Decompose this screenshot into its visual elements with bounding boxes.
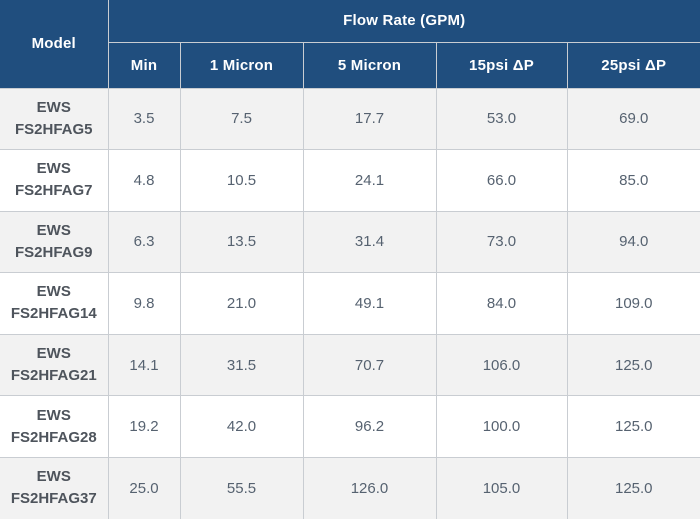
table-row: EWS FS2HFAG5 3.5 7.5 17.7 53.0 69.0	[0, 87, 700, 151]
value-min: 9.8	[107, 272, 181, 335]
value-25psi-dp: 109.0	[566, 272, 700, 335]
value-1-micron: 7.5	[179, 87, 304, 151]
model-code: FS2HFAG37	[10, 490, 97, 508]
model-code: FS2HFAG5	[14, 120, 93, 138]
model-brand: EWS	[36, 468, 71, 486]
value-min: 4.8	[107, 149, 181, 212]
model-brand: EWS	[36, 221, 71, 239]
value-15psi-dp: 66.0	[435, 149, 568, 212]
column-header-5-micron: 5 Micron	[302, 41, 437, 89]
model-brand: EWS	[36, 98, 71, 116]
column-header-15psi-dp: 15psi ΔP	[435, 41, 568, 89]
model-cell: EWS FS2HFAG9	[0, 210, 109, 274]
value-min: 25.0	[107, 456, 181, 519]
value-1-micron: 21.0	[179, 272, 304, 335]
column-header-1-micron: 1 Micron	[179, 41, 304, 89]
value-1-micron: 55.5	[179, 456, 304, 519]
value-15psi-dp: 73.0	[435, 210, 568, 274]
value-25psi-dp: 69.0	[566, 87, 700, 151]
value-min: 14.1	[107, 333, 181, 397]
model-cell: EWS FS2HFAG7	[0, 149, 109, 212]
value-1-micron: 31.5	[179, 333, 304, 397]
value-25psi-dp: 94.0	[566, 210, 700, 274]
model-cell: EWS FS2HFAG28	[0, 395, 109, 458]
value-5-micron: 70.7	[302, 333, 437, 397]
table-row: EWS FS2HFAG37 25.0 55.5 126.0 105.0 125.…	[0, 456, 700, 519]
table-row: EWS FS2HFAG7 4.8 10.5 24.1 66.0 85.0	[0, 149, 700, 212]
model-code: FS2HFAG28	[10, 428, 97, 446]
value-25psi-dp: 125.0	[566, 333, 700, 397]
table-row: EWS FS2HFAG28 19.2 42.0 96.2 100.0 125.0	[0, 395, 700, 458]
header-row-group: Model Flow Rate (GPM)	[0, 0, 700, 89]
table-row: EWS FS2HFAG21 14.1 31.5 70.7 106.0 125.0	[0, 333, 700, 397]
value-1-micron: 42.0	[179, 395, 304, 458]
header-row-subcolumns: Min 1 Micron 5 Micron 15psi ΔP 25psi ΔP	[0, 41, 700, 89]
model-cell: EWS FS2HFAG21	[0, 333, 109, 397]
value-15psi-dp: 84.0	[435, 272, 568, 335]
value-25psi-dp: 125.0	[566, 395, 700, 458]
value-25psi-dp: 125.0	[566, 456, 700, 519]
model-column-header: Model	[0, 0, 109, 89]
value-5-micron: 17.7	[302, 87, 437, 151]
model-cell: EWS FS2HFAG37	[0, 456, 109, 519]
value-5-micron: 96.2	[302, 395, 437, 458]
value-min: 19.2	[107, 395, 181, 458]
table-row: EWS FS2HFAG9 6.3 13.5 31.4 73.0 94.0	[0, 210, 700, 274]
model-brand: EWS	[36, 283, 71, 301]
value-5-micron: 31.4	[302, 210, 437, 274]
value-15psi-dp: 106.0	[435, 333, 568, 397]
value-25psi-dp: 85.0	[566, 149, 700, 212]
model-cell: EWS FS2HFAG5	[0, 87, 109, 151]
model-cell: EWS FS2HFAG14	[0, 272, 109, 335]
table-body: EWS FS2HFAG5 3.5 7.5 17.7 53.0 69.0 EWS …	[0, 87, 700, 519]
model-code: FS2HFAG7	[14, 182, 93, 200]
value-15psi-dp: 53.0	[435, 87, 568, 151]
model-code: FS2HFAG21	[10, 367, 97, 385]
model-code: FS2HFAG9	[14, 243, 93, 261]
model-code: FS2HFAG14	[10, 305, 97, 323]
model-brand: EWS	[36, 160, 71, 178]
value-15psi-dp: 100.0	[435, 395, 568, 458]
column-header-25psi-dp: 25psi ΔP	[566, 41, 700, 89]
column-header-min: Min	[107, 41, 181, 89]
value-1-micron: 13.5	[179, 210, 304, 274]
model-brand: EWS	[36, 406, 71, 424]
value-5-micron: 126.0	[302, 456, 437, 519]
table-row: EWS FS2HFAG14 9.8 21.0 49.1 84.0 109.0	[0, 272, 700, 335]
value-5-micron: 24.1	[302, 149, 437, 212]
value-min: 3.5	[107, 87, 181, 151]
value-1-micron: 10.5	[179, 149, 304, 212]
value-5-micron: 49.1	[302, 272, 437, 335]
table-header: Model Flow Rate (GPM) Min 1 Micron 5 Mic…	[0, 0, 700, 89]
flow-rate-group-header: Flow Rate (GPM)	[107, 0, 700, 43]
model-brand: EWS	[36, 345, 71, 363]
value-min: 6.3	[107, 210, 181, 274]
value-15psi-dp: 105.0	[435, 456, 568, 519]
